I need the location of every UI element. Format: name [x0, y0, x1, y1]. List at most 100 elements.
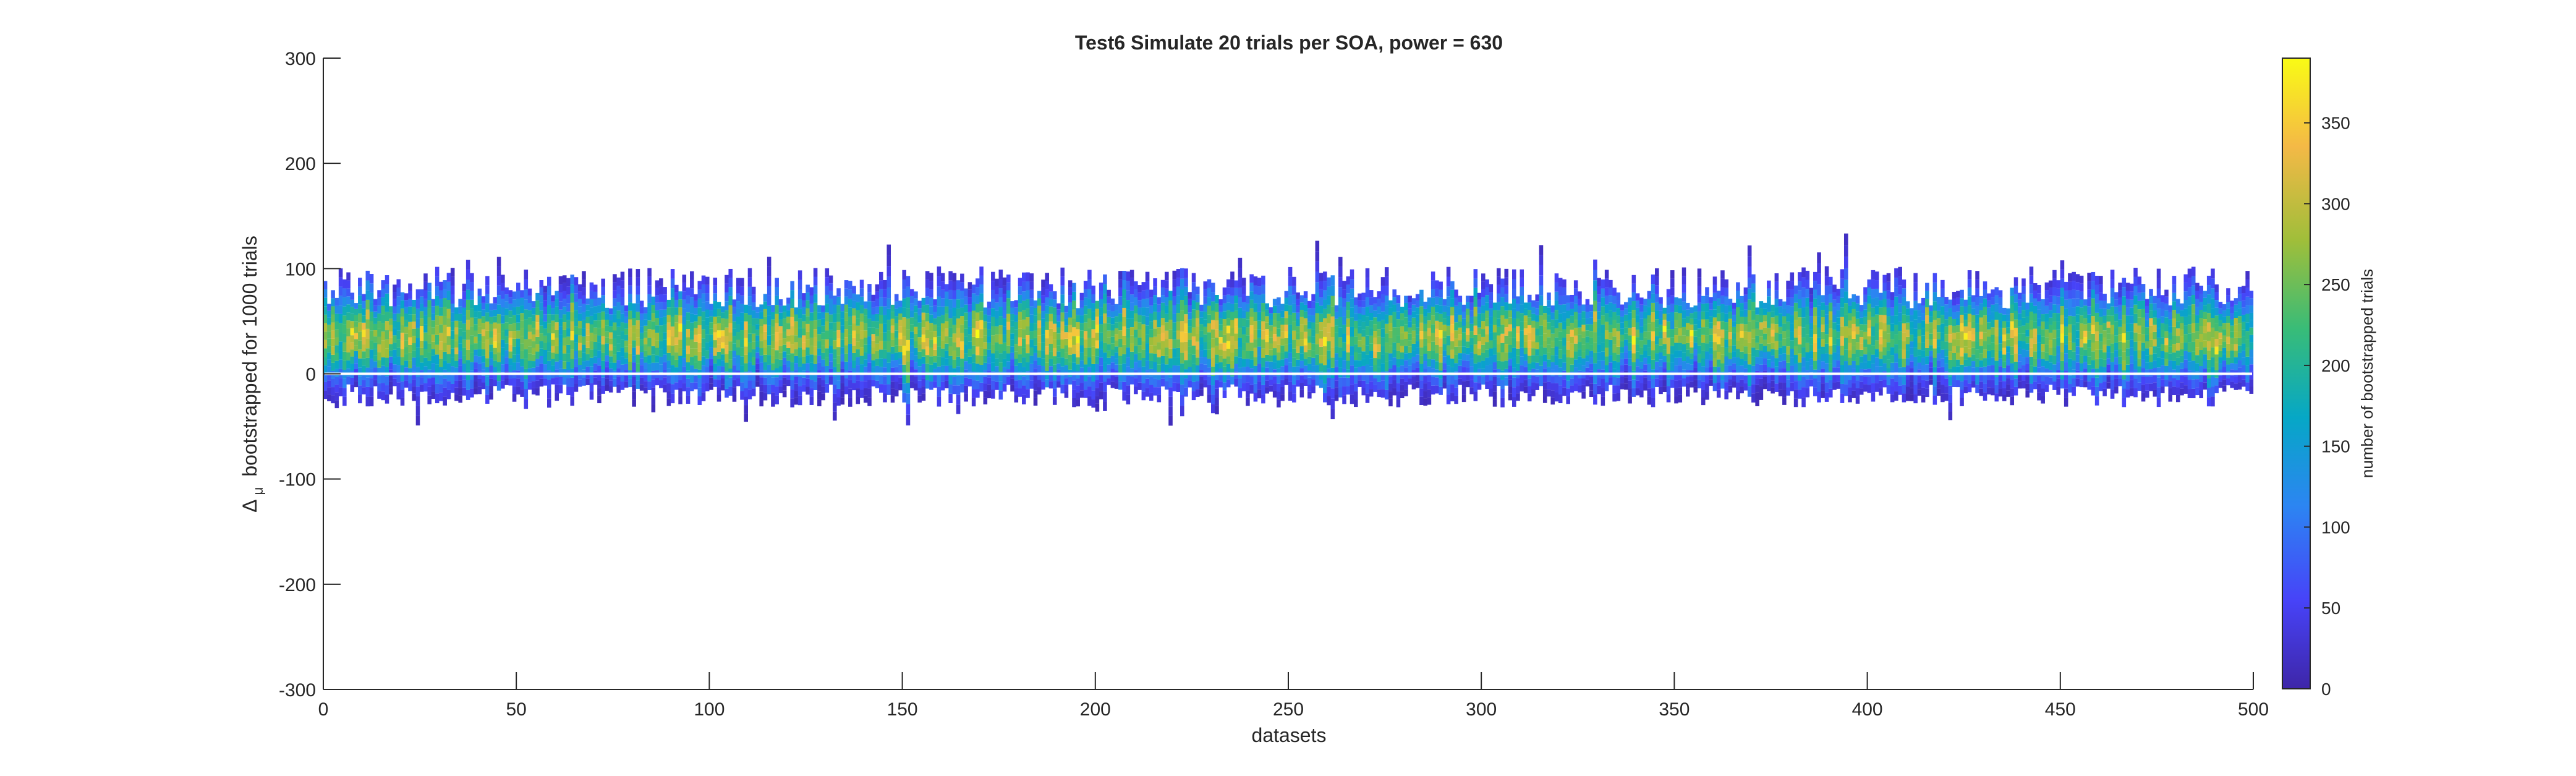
heatmap-cell — [1400, 307, 1405, 313]
heatmap-cell — [462, 291, 467, 300]
heatmap-cell — [1180, 395, 1184, 406]
heatmap-cell — [508, 297, 513, 304]
heatmap-cell — [871, 321, 876, 328]
heatmap-cell — [1481, 273, 1486, 282]
heatmap-cell — [1674, 357, 1678, 366]
heatmap-cell — [1396, 327, 1401, 336]
heatmap-cell — [1122, 289, 1126, 299]
heatmap-cell — [1203, 349, 1208, 357]
heatmap-cell — [605, 313, 610, 320]
heatmap-cell — [1014, 329, 1019, 337]
heatmap-cell — [1176, 313, 1181, 322]
heatmap-cell — [655, 333, 660, 341]
heatmap-cell — [539, 310, 544, 318]
heatmap-cell — [797, 386, 802, 396]
heatmap-cell — [655, 347, 660, 356]
heatmap-cell — [720, 318, 725, 325]
heatmap-cell — [1199, 357, 1204, 364]
heatmap-cell — [817, 305, 822, 313]
heatmap-cell — [1500, 380, 1505, 390]
heatmap-cell — [1377, 291, 1382, 299]
heatmap-cell — [1485, 381, 1489, 390]
heatmap-cell — [902, 374, 906, 384]
heatmap-cell — [1122, 279, 1126, 289]
heatmap-cell — [740, 391, 744, 400]
heatmap-cell — [396, 356, 401, 365]
heatmap-cell — [1002, 326, 1007, 335]
heatmap-cell — [1620, 341, 1625, 347]
heatmap-cell — [458, 380, 462, 388]
heatmap-cell — [435, 325, 440, 335]
heatmap-cell — [1427, 382, 1432, 390]
heatmap-cell — [794, 314, 799, 322]
heatmap-cell — [546, 295, 551, 305]
heatmap-cell — [431, 299, 436, 307]
heatmap-cell — [663, 347, 667, 355]
heatmap-cell — [1203, 342, 1208, 350]
heatmap-cell — [1022, 357, 1026, 367]
heatmap-cell — [1122, 391, 1126, 401]
heatmap-cell — [697, 396, 702, 405]
heatmap-cell — [474, 349, 478, 356]
heatmap-cell — [1659, 359, 1663, 367]
heatmap-cell — [532, 347, 536, 355]
heatmap-cell — [840, 304, 845, 312]
heatmap-cell — [1330, 326, 1335, 338]
heatmap-cell — [1466, 335, 1470, 342]
heatmap-cell — [890, 367, 895, 375]
heatmap-cell — [458, 343, 462, 351]
heatmap-cell — [1570, 315, 1575, 323]
heatmap-cell — [1554, 310, 1559, 320]
heatmap-cell — [875, 291, 880, 299]
heatmap-cell — [1631, 379, 1636, 388]
heatmap-cell — [971, 354, 976, 363]
heatmap-cell — [1033, 390, 1038, 398]
heatmap-cell — [1118, 305, 1123, 313]
heatmap-cell — [331, 354, 335, 363]
heatmap-cell — [1157, 304, 1162, 312]
heatmap-cell — [1253, 276, 1258, 286]
heatmap-cell — [1697, 302, 1702, 312]
heatmap-cell — [644, 369, 648, 375]
heatmap-cell — [1693, 318, 1698, 325]
heatmap-cell — [725, 354, 729, 363]
heatmap-cell — [1060, 267, 1065, 277]
heatmap-cell — [1392, 335, 1396, 343]
heatmap-cell — [1303, 365, 1308, 373]
heatmap-cell — [929, 273, 933, 281]
heatmap-cell — [624, 305, 629, 312]
heatmap-cell — [740, 312, 744, 322]
heatmap-cell — [1099, 382, 1103, 391]
heatmap-cell — [1114, 316, 1119, 323]
heatmap-cell — [558, 368, 563, 377]
heatmap-cell — [1419, 322, 1424, 331]
heatmap-cell — [1400, 320, 1405, 326]
heatmap-cell — [821, 373, 825, 380]
heatmap-cell — [597, 373, 601, 381]
heatmap-cell — [1315, 333, 1320, 344]
heatmap-cell — [1589, 304, 1594, 312]
heatmap-cell — [535, 330, 540, 337]
heatmap-cell — [377, 321, 381, 329]
heatmap-cell — [1430, 333, 1435, 342]
heatmap-cell — [825, 322, 830, 331]
heatmap-cell — [945, 358, 949, 366]
heatmap-cell — [995, 302, 999, 311]
heatmap-cell — [1327, 323, 1331, 333]
heatmap-cell — [1358, 347, 1362, 354]
heatmap-cell — [415, 377, 420, 387]
heatmap-cell — [520, 313, 524, 321]
heatmap-cell — [489, 310, 493, 317]
heatmap-cell — [1600, 378, 1605, 388]
heatmap-cell — [1018, 286, 1022, 295]
heatmap-cell — [1296, 352, 1300, 360]
heatmap-cell — [976, 355, 980, 364]
heatmap-cell — [825, 330, 830, 339]
heatmap-cell — [1129, 278, 1134, 286]
heatmap-cell — [852, 345, 856, 353]
heatmap-cell — [327, 331, 331, 339]
heatmap-cell — [605, 349, 610, 356]
heatmap-cell — [1527, 325, 1532, 333]
heatmap-cell — [1083, 281, 1088, 289]
heatmap-cell — [1659, 331, 1663, 339]
